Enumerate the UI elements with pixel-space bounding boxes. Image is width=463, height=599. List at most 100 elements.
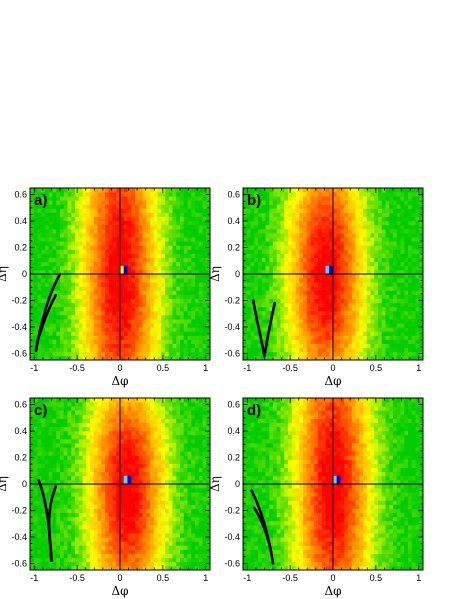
heatmap-cell	[254, 294, 259, 299]
heatmap-cell	[101, 302, 106, 308]
heatmap-cell	[198, 196, 203, 201]
heatmap-cell	[176, 319, 181, 324]
heatmap-cell	[396, 261, 401, 267]
heatmap-cell	[112, 323, 117, 328]
heatmap-cell	[67, 484, 72, 489]
heatmap-cell	[348, 327, 353, 332]
heatmap-cell	[86, 475, 91, 481]
heatmap-cell	[336, 253, 341, 258]
heatmap-cell	[385, 306, 390, 312]
heatmap-cell	[135, 351, 140, 357]
heatmap-cell	[168, 314, 173, 320]
heatmap-cell	[48, 426, 53, 432]
heatmap-cell	[273, 347, 278, 353]
trajectory-curve	[263, 301, 277, 358]
heatmap-cell	[187, 335, 192, 340]
heatmap-cell	[370, 314, 375, 320]
heatmap-cell	[333, 192, 338, 197]
heatmap-cell	[37, 196, 42, 201]
heatmap-cell	[33, 228, 38, 234]
heatmap-cell	[329, 204, 334, 209]
heatmap-cell	[318, 355, 323, 361]
heatmap-cell	[378, 192, 383, 197]
heatmap-cell	[329, 355, 334, 361]
heatmap-cell	[265, 257, 270, 263]
heatmap-cell	[142, 343, 147, 349]
heatmap-cell	[288, 228, 293, 234]
heatmap-cell	[389, 253, 394, 258]
heatmap-cell	[101, 192, 106, 197]
heatmap-cell	[123, 294, 128, 299]
heatmap-cell	[131, 220, 136, 226]
heatmap-cell	[112, 204, 117, 209]
heatmap-cell	[86, 204, 91, 209]
heatmap-cell	[78, 196, 83, 201]
heatmap-cell	[33, 455, 38, 460]
heatmap-cell	[246, 347, 251, 353]
heatmap-cell	[93, 343, 98, 349]
heatmap-cell	[37, 347, 42, 353]
heatmap-cell	[348, 241, 353, 246]
heatmap-cell	[254, 298, 259, 304]
heatmap-cell	[71, 500, 76, 505]
heatmap-cell	[63, 204, 68, 209]
heatmap-cell	[116, 347, 121, 353]
heatmap-cell	[41, 245, 46, 250]
heatmap-cell	[30, 520, 35, 526]
heatmap-cell	[269, 355, 274, 361]
heatmap-cell	[348, 192, 353, 197]
heatmap-cell	[67, 430, 72, 436]
heatmap-cell	[41, 553, 46, 559]
heatmap-cell	[363, 314, 368, 320]
heatmap-cell	[314, 220, 319, 226]
heatmap-cell	[273, 265, 278, 271]
heatmap-cell	[202, 294, 207, 299]
heatmap-cell	[404, 323, 409, 328]
heatmap-cell	[261, 339, 266, 344]
heatmap-cell	[202, 224, 207, 230]
heatmap-cell	[86, 233, 91, 238]
heatmap-cell	[48, 343, 53, 349]
heatmap-cell	[284, 351, 289, 357]
heatmap-cell	[75, 463, 80, 468]
heatmap-cell	[321, 245, 326, 250]
heatmap-cell	[112, 241, 117, 246]
heatmap-cell	[86, 463, 91, 468]
heatmap-cell	[45, 553, 50, 559]
heatmap-cell	[146, 323, 151, 328]
heatmap-cell	[191, 306, 196, 312]
heatmap-cell	[280, 351, 285, 357]
heatmap-cell	[254, 253, 259, 258]
heatmap-cell	[366, 278, 371, 283]
heatmap-cell	[116, 323, 121, 328]
heatmap-cell	[56, 192, 61, 197]
heatmap-cell	[318, 319, 323, 324]
heatmap-cell	[90, 245, 95, 250]
heatmap-cell	[67, 237, 72, 242]
heatmap-cell	[329, 314, 334, 320]
heatmap-cell	[314, 306, 319, 312]
heatmap-cell	[370, 216, 375, 222]
heatmap-cell	[45, 406, 50, 411]
heatmap-cell	[400, 200, 405, 205]
heatmap-cell	[56, 282, 61, 287]
heatmap-cell	[97, 327, 102, 332]
heatmap-cell	[206, 196, 211, 201]
heatmap-cell	[56, 228, 61, 234]
heatmap-cell	[202, 241, 207, 246]
heatmap-cell	[306, 241, 311, 246]
heatmap-cell	[56, 265, 61, 271]
heatmap-cell	[142, 310, 147, 316]
heatmap-cell	[127, 343, 132, 349]
heatmap-cell	[101, 274, 106, 279]
heatmap-cell	[75, 500, 80, 505]
heatmap-cell	[366, 290, 371, 295]
heatmap-cell	[291, 228, 296, 234]
heatmap-cell	[374, 261, 379, 267]
heatmap-cell	[41, 475, 46, 481]
heatmap-cell	[291, 286, 296, 291]
heatmap-cell	[202, 204, 207, 209]
heatmap-cell	[318, 196, 323, 201]
heatmap-cell	[280, 200, 285, 205]
heatmap-cell	[351, 233, 356, 238]
